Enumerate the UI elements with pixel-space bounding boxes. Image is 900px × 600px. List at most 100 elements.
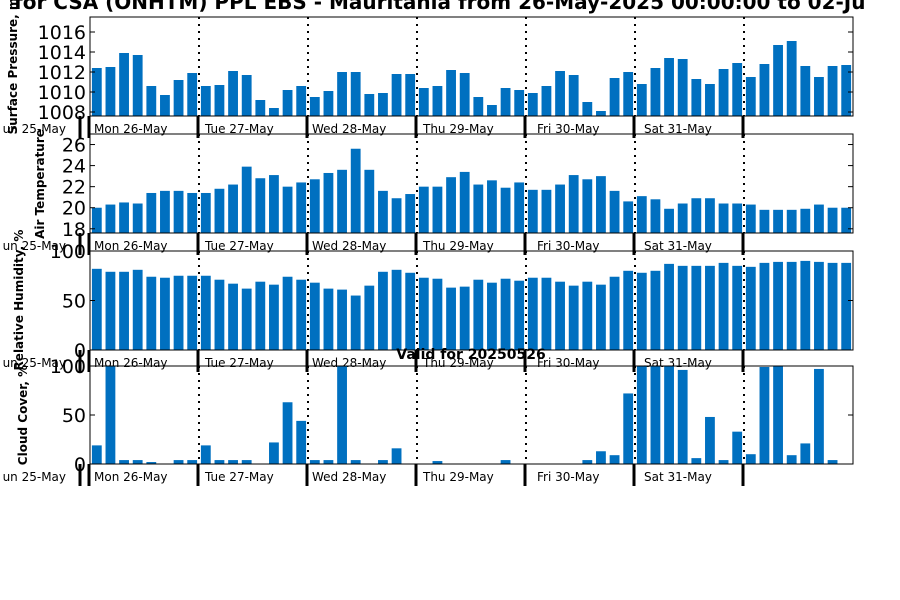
day-label: Sat 31-May [644,122,712,136]
bar [732,265,743,350]
bar [119,202,129,233]
bar [228,283,238,350]
bar [282,186,293,233]
bar [527,189,538,233]
bar [173,80,184,116]
y-axis-label: Surface Pressure, m [6,0,20,134]
bar [200,86,211,116]
bar [391,269,402,350]
bar [309,460,320,464]
bar [759,262,770,350]
bar [391,198,402,233]
bar [718,460,729,464]
bar [459,171,470,233]
bar [91,68,102,116]
bar [705,198,715,233]
bar [650,68,661,116]
bar [296,279,307,350]
day-label: Wed 28-May [312,122,386,136]
ytick-label: 1012 [38,62,86,84]
bar [119,460,129,464]
bar [609,190,620,233]
bar [691,198,702,233]
bar [582,102,593,116]
bar [309,282,320,350]
ytick-label: 100 [50,241,86,263]
bar [759,366,770,464]
bar [541,277,552,350]
bar [187,460,198,464]
bar [432,186,443,233]
bar [623,201,634,233]
bar [827,66,838,116]
day-label: Mon 26-May [94,470,168,484]
bar [487,180,497,233]
ytick-label: 18 [62,219,86,241]
bar [214,188,225,233]
day-label: Wed 28-May [312,239,386,253]
bar [255,281,266,350]
bar [596,451,606,464]
bar [718,69,729,116]
bar [841,65,852,116]
bar [91,207,102,233]
bar [487,105,497,116]
bar [459,73,470,116]
bar [568,175,579,233]
bar [323,460,334,464]
y-axis-label: Cloud Cover, % [16,365,30,465]
bar [773,366,783,464]
bar [269,442,279,464]
bar [514,280,525,350]
bar [814,77,824,116]
bar [677,59,688,116]
bar [732,431,743,464]
bar [568,285,579,350]
ytick-label: 24 [62,156,86,178]
bar [241,288,252,350]
ytick-label: 22 [62,177,86,199]
ytick-label: 1008 [38,102,86,124]
day-label: Tue 27-May [204,122,274,136]
bar [609,276,620,350]
bar [446,177,456,233]
day-label: un 25-May [3,356,66,370]
bar [827,262,838,350]
bar [800,443,811,464]
bar [664,263,674,350]
bar [228,460,238,464]
bar [745,204,756,233]
bar [364,169,375,233]
bar [446,287,456,350]
bar [473,97,484,116]
y-axis-label: Air Temperature [33,129,47,239]
bar [146,192,157,233]
bar [527,93,538,116]
bar [105,366,116,464]
bar [350,460,361,464]
bar [691,79,702,116]
bar [378,93,388,116]
bar [677,369,688,464]
bar [745,266,756,350]
bar [459,286,470,350]
bar [187,192,198,233]
bar [514,182,525,233]
day-label: Fri 30-May [537,470,600,484]
bar [418,277,429,350]
bar [527,277,538,350]
bar [323,172,334,233]
bar [241,460,252,464]
bar [827,460,838,464]
bar [269,108,279,116]
plot-frame [89,133,854,234]
bar [664,58,674,116]
bar [187,73,198,116]
ytick-label: 50 [62,291,86,313]
bar [500,88,511,116]
ytick-label: 1014 [38,42,86,64]
bar [105,271,116,350]
bar [609,455,620,464]
bar [255,100,266,116]
